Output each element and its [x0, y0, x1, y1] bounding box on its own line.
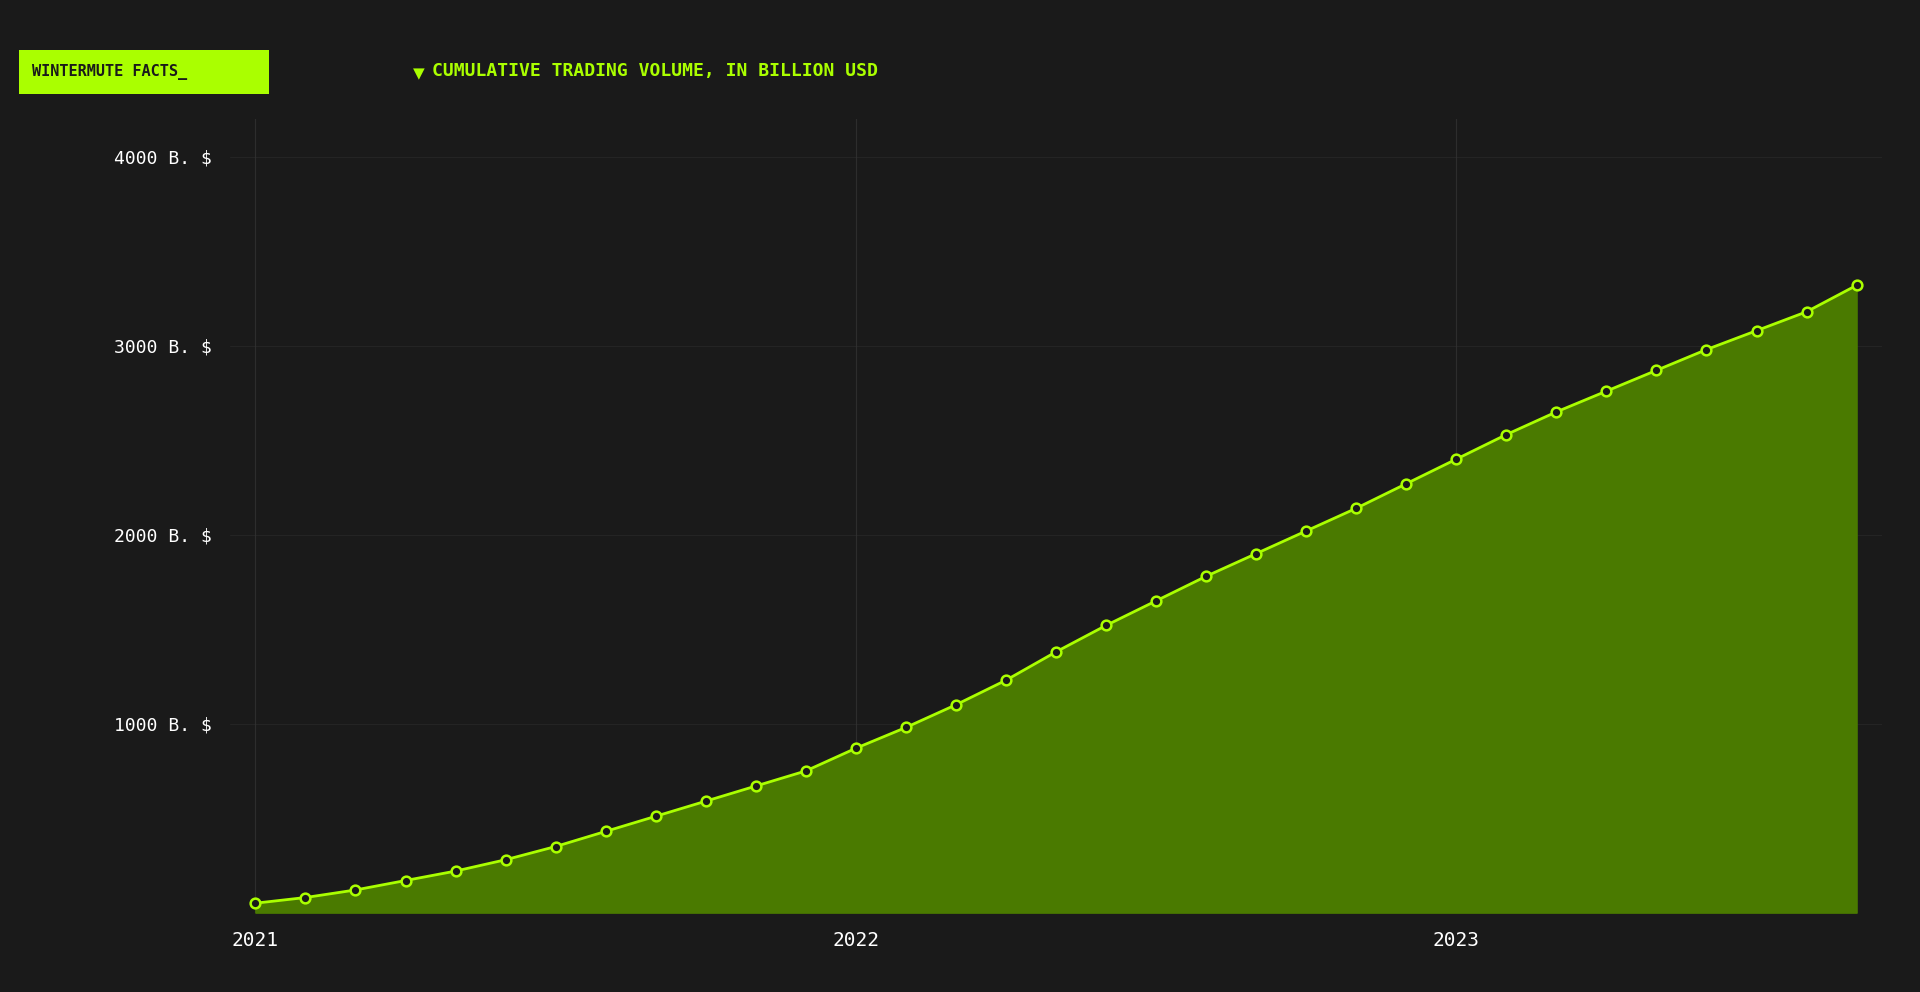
Text: CUMULATIVE TRADING VOLUME, IN BILLION USD: CUMULATIVE TRADING VOLUME, IN BILLION US…: [432, 62, 877, 80]
Text: WINTERMUTE FACTS_: WINTERMUTE FACTS_: [31, 63, 186, 80]
Text: ▼: ▼: [413, 64, 424, 83]
